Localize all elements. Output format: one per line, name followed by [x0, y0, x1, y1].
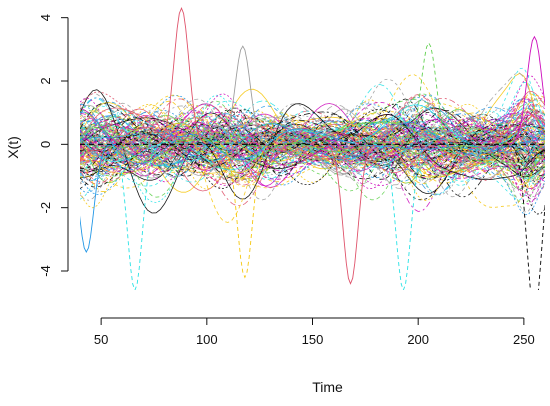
curve-line [80, 120, 545, 166]
curve-line [80, 113, 545, 172]
curve-line [80, 100, 545, 201]
curve-line [80, 94, 545, 179]
curve-group [80, 7, 545, 290]
curve-line [80, 74, 545, 208]
curve-line [80, 120, 545, 174]
curve-line [80, 93, 545, 174]
extreme-curve [215, 143, 275, 279]
x-tick-label: 100 [196, 332, 218, 347]
extreme-curve [213, 45, 273, 145]
curve-line [80, 123, 545, 166]
curve-line [80, 101, 545, 180]
curve-line [80, 123, 545, 167]
curve-line [80, 120, 545, 166]
curve-line [80, 119, 545, 178]
curve-line [80, 93, 545, 190]
curve-line [80, 98, 545, 170]
curve-line [80, 105, 545, 186]
curve-line [80, 106, 545, 171]
x-axis-title: Time [312, 379, 343, 395]
curve-line [80, 93, 545, 192]
x-tick-label: 50 [94, 332, 108, 347]
curve-line [80, 110, 545, 171]
curve-line [80, 102, 545, 201]
curve-line [80, 102, 545, 182]
curve-line [80, 113, 545, 185]
curve-line [80, 129, 545, 198]
curve-line [80, 104, 545, 175]
curve-line [80, 104, 545, 170]
extreme-curve [320, 143, 381, 285]
extreme-curve [105, 143, 165, 290]
extreme-curve [399, 42, 459, 145]
curve-line [80, 122, 545, 163]
curve-line [80, 106, 545, 178]
curve-line [80, 123, 545, 184]
extreme-curve [373, 143, 434, 290]
curve-line [80, 103, 545, 216]
curve-line [80, 101, 545, 193]
curve-line [80, 116, 545, 183]
curve-line [80, 103, 545, 165]
curve-line [80, 111, 545, 172]
curve-line [80, 99, 545, 209]
y-tick-label: 0 [38, 141, 53, 148]
curve-line [80, 110, 545, 201]
x-tick-label: 200 [407, 332, 429, 347]
curve-line [80, 81, 545, 187]
curve-line [80, 104, 545, 183]
extreme-curve [151, 7, 212, 145]
y-axis: -4 -2 0 2 4 [38, 14, 69, 277]
extreme-curve [80, 143, 116, 253]
curve-line [80, 89, 545, 214]
curve-line [80, 127, 545, 177]
curve-line [80, 95, 545, 186]
curve-line [80, 111, 545, 168]
curve-line [80, 105, 545, 169]
curve-line [80, 105, 545, 181]
curve-line [80, 127, 545, 173]
curve-line [80, 84, 545, 195]
y-tick-label: 4 [38, 14, 53, 21]
y-tick-label: -2 [38, 202, 53, 214]
curve-line [80, 97, 545, 182]
curve-line [80, 117, 545, 205]
extreme-curve [504, 35, 545, 145]
curve-line [80, 108, 545, 167]
y-tick-label: -4 [38, 265, 53, 277]
x-tick-label: 150 [302, 332, 324, 347]
y-axis-title: X(t) [5, 136, 21, 159]
curve-line [80, 72, 545, 180]
curve-line [80, 97, 545, 197]
curve-line [80, 67, 545, 187]
y-tick-label: 2 [38, 77, 53, 84]
curve-line [80, 103, 545, 180]
curve-line [80, 94, 545, 189]
x-tick-label: 250 [513, 332, 535, 347]
curve-line [80, 112, 545, 176]
x-axis: 50 100 150 200 250 [94, 317, 535, 347]
